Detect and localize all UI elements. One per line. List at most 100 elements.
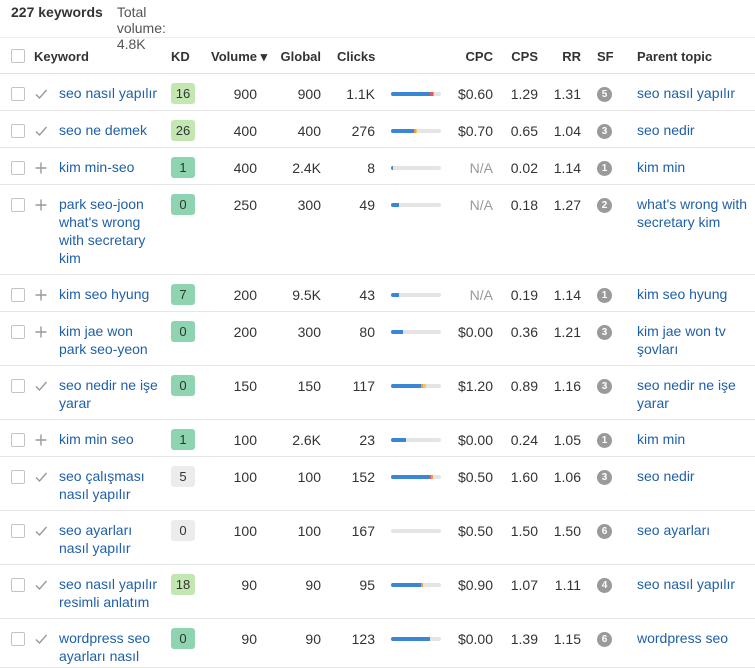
kd-badge: 1 bbox=[171, 157, 195, 178]
serp-features-badge[interactable]: 3 bbox=[597, 470, 612, 485]
clicks-bar bbox=[391, 438, 441, 442]
parent-topic-link[interactable]: kim min bbox=[637, 431, 686, 447]
kd-badge: 0 bbox=[171, 628, 195, 649]
row-checkbox[interactable] bbox=[11, 325, 25, 339]
serp-features-badge[interactable]: 4 bbox=[597, 578, 612, 593]
serp-features-badge[interactable]: 6 bbox=[597, 632, 612, 647]
keyword-link[interactable]: kim jae won park seo-yeon bbox=[59, 323, 148, 357]
serp-features-badge[interactable]: 3 bbox=[597, 124, 612, 139]
serp-features-badge[interactable]: 5 bbox=[597, 87, 612, 102]
row-checkbox[interactable] bbox=[11, 524, 25, 538]
clicks-bar-segment bbox=[391, 293, 399, 297]
parent-topic-link[interactable]: seo nedir ne işe yarar bbox=[637, 377, 736, 411]
checkmark-icon[interactable] bbox=[34, 379, 48, 393]
rr-value: 1.16 bbox=[553, 378, 581, 394]
serp-features-badge[interactable]: 1 bbox=[597, 433, 612, 448]
serp-features-badge[interactable]: 6 bbox=[597, 524, 612, 539]
global-value: 300 bbox=[297, 197, 321, 213]
row-checkbox[interactable] bbox=[11, 87, 25, 101]
parent-topic-link[interactable]: seo ayarları bbox=[637, 522, 711, 538]
table-row: kim jae won park seo-yeon 0 200 300 80 $0.00 0… bbox=[0, 312, 755, 366]
col-parent-topic[interactable]: Parent topic bbox=[637, 49, 713, 64]
keyword-link[interactable]: kim seo hyung bbox=[59, 286, 150, 302]
serp-features-badge[interactable]: 1 bbox=[597, 288, 612, 303]
serp-features-badge[interactable]: 3 bbox=[597, 325, 612, 340]
row-checkbox[interactable] bbox=[11, 632, 25, 646]
checkmark-icon[interactable] bbox=[34, 524, 48, 538]
checkmark-icon[interactable] bbox=[34, 578, 48, 592]
keyword-link[interactable]: seo nasıl yapılır bbox=[59, 85, 158, 101]
col-sf[interactable]: SF bbox=[597, 49, 614, 64]
row-checkbox[interactable] bbox=[11, 433, 25, 447]
cps-value: 0.24 bbox=[510, 432, 538, 448]
row-checkbox[interactable] bbox=[11, 288, 25, 302]
table-row: kim seo hyung 7 200 9.5K 43 N/A 0.19 1.14 1 kim s… bbox=[0, 275, 755, 312]
table-row: wordpress seo ayarları nasıl 0 90 90 123 $0.0… bbox=[0, 619, 755, 668]
select-all-checkbox[interactable] bbox=[11, 49, 25, 63]
col-cpc[interactable]: CPC bbox=[465, 49, 493, 64]
plus-icon[interactable] bbox=[34, 288, 48, 302]
col-volume[interactable]: Volume ▾ bbox=[211, 49, 268, 64]
serp-features-badge[interactable]: 3 bbox=[597, 379, 612, 394]
checkmark-icon[interactable] bbox=[34, 124, 48, 138]
col-clicks[interactable]: Clicks bbox=[337, 49, 376, 64]
row-checkbox[interactable] bbox=[11, 124, 25, 138]
clicks-bar-segment bbox=[415, 129, 417, 133]
row-checkbox[interactable] bbox=[11, 198, 25, 212]
plus-icon[interactable] bbox=[34, 161, 48, 175]
checkmark-icon[interactable] bbox=[34, 632, 48, 646]
col-cps[interactable]: CPS bbox=[511, 49, 538, 64]
row-checkbox[interactable] bbox=[11, 379, 25, 393]
cpc-value: $0.60 bbox=[457, 86, 493, 102]
keyword-link[interactable]: seo nasıl yapılır resimli anlatım bbox=[59, 576, 158, 610]
serp-features-badge[interactable]: 2 bbox=[597, 198, 612, 213]
rr-value: 1.50 bbox=[553, 523, 581, 539]
volume-value: 90 bbox=[241, 577, 257, 593]
global-value: 9.5K bbox=[292, 287, 321, 303]
keyword-link[interactable]: seo çalışması nasıl yapılır bbox=[59, 468, 145, 502]
parent-topic-link[interactable]: seo nedir bbox=[637, 468, 695, 484]
clicks-bar-segment bbox=[429, 475, 431, 479]
keyword-link[interactable]: park seo-joon what's wrong with secretar… bbox=[59, 196, 146, 266]
keyword-link[interactable]: seo nedir ne işe yarar bbox=[59, 377, 158, 411]
rr-value: 1.14 bbox=[553, 160, 581, 176]
kd-badge: 0 bbox=[171, 194, 195, 215]
clicks-bar-segment bbox=[391, 475, 429, 479]
row-checkbox[interactable] bbox=[11, 470, 25, 484]
parent-topic-link[interactable]: what's wrong with secretary kim bbox=[637, 196, 748, 230]
plus-icon[interactable] bbox=[34, 433, 48, 447]
clicks-value: 1.1K bbox=[346, 86, 375, 102]
keyword-link[interactable]: kim min seo bbox=[59, 431, 134, 447]
checkmark-icon[interactable] bbox=[34, 470, 48, 484]
plus-icon[interactable] bbox=[34, 198, 48, 212]
global-value: 2.4K bbox=[292, 160, 321, 176]
serp-features-badge[interactable]: 1 bbox=[597, 161, 612, 176]
clicks-bar-segment bbox=[391, 203, 399, 207]
checkmark-icon[interactable] bbox=[34, 87, 48, 101]
rr-value: 1.27 bbox=[553, 197, 581, 213]
summary-bar: 227 keywords Total volume: 4.8K bbox=[11, 4, 166, 52]
keyword-link[interactable]: seo ne demek bbox=[59, 122, 147, 138]
col-rr[interactable]: RR bbox=[562, 49, 581, 64]
table-row: seo ayarları nasıl yapılır 0 100 100 167 $0.5… bbox=[0, 511, 755, 565]
keyword-link[interactable]: seo ayarları nasıl yapılır bbox=[59, 522, 133, 556]
keyword-link[interactable]: kim min-seo bbox=[59, 159, 135, 175]
plus-icon[interactable] bbox=[34, 325, 48, 339]
parent-topic-link[interactable]: kim min bbox=[637, 159, 686, 175]
parent-topic-link[interactable]: seo nasıl yapılır bbox=[637, 576, 736, 592]
col-kd[interactable]: KD bbox=[171, 49, 190, 64]
row-checkbox[interactable] bbox=[11, 578, 25, 592]
parent-topic-link[interactable]: kim jae won tv şovları bbox=[637, 323, 726, 357]
parent-topic-link[interactable]: seo nasıl yapılır bbox=[637, 85, 736, 101]
col-keyword[interactable]: Keyword bbox=[34, 49, 89, 64]
parent-topic-link[interactable]: seo nedir bbox=[637, 122, 695, 138]
clicks-bar-segment bbox=[391, 330, 403, 334]
global-value: 2.6K bbox=[292, 432, 321, 448]
rr-value: 1.14 bbox=[553, 287, 581, 303]
parent-topic-link[interactable]: wordpress seo bbox=[637, 630, 729, 646]
row-checkbox[interactable] bbox=[11, 161, 25, 175]
col-global[interactable]: Global bbox=[280, 49, 321, 64]
parent-topic-link[interactable]: kim seo hyung bbox=[637, 286, 728, 302]
keyword-link[interactable]: wordpress seo ayarları nasıl bbox=[59, 630, 151, 664]
clicks-value: 276 bbox=[351, 123, 375, 139]
